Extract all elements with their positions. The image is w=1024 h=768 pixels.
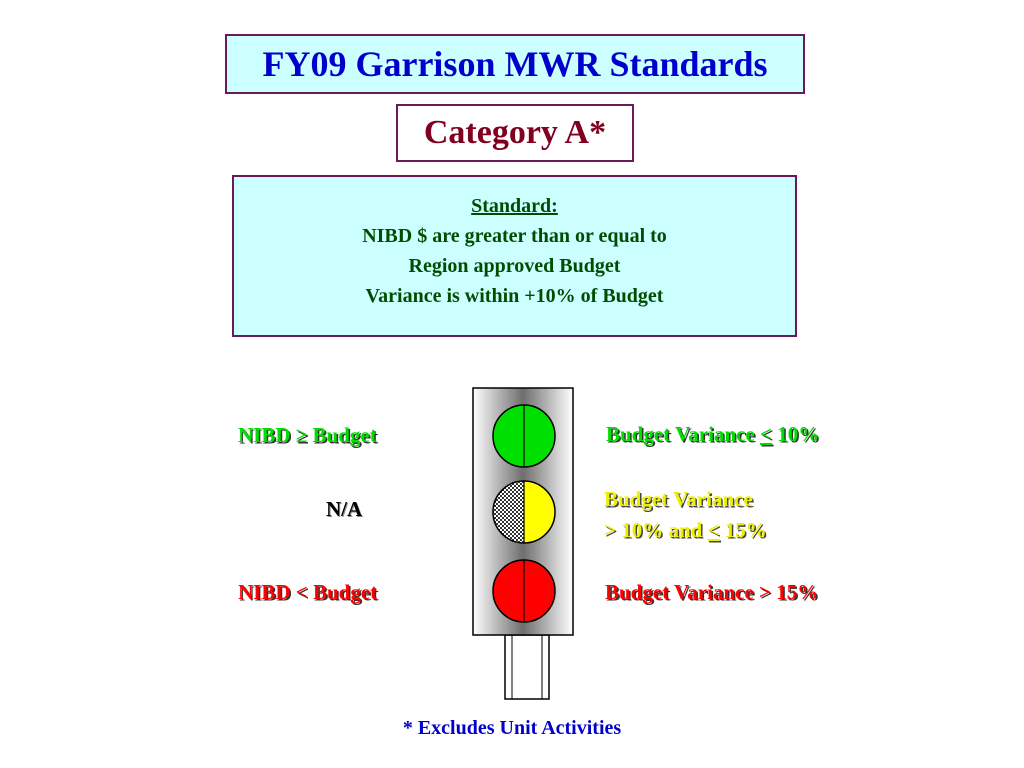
right-label-green-prefix: Budget Variance — [606, 422, 761, 446]
right-label-green-suffix: 10% — [771, 422, 820, 446]
right-label-yellow-line2: > 10% and < 15% — [604, 515, 767, 546]
right-label-yellow-line2-prefix: > 10% and — [604, 518, 708, 542]
category-box: Category A* — [396, 104, 634, 162]
right-label-green-symbol: < — [760, 422, 772, 446]
right-label-yellow: Budget Variance > 10% and < 15% — [604, 484, 767, 546]
standard-box: Standard: NIBD $ are greater than or equ… — [232, 175, 797, 337]
title-box: FY09 Garrison MWR Standards — [225, 34, 805, 94]
page-title: FY09 Garrison MWR Standards — [262, 44, 768, 84]
standard-line-2: Region approved Budget — [408, 255, 621, 277]
left-label-green: NIBD ≥ Budget — [238, 423, 377, 447]
standard-heading: Standard: — [471, 195, 558, 217]
traffic-light-pole — [504, 634, 550, 700]
standard-line-3: Variance is within +10% of Budget — [365, 285, 664, 307]
right-label-yellow-line2-suffix: 15% — [719, 518, 767, 542]
standard-line-1: NIBD $ are greater than or equal to — [362, 225, 667, 247]
green-light-icon — [492, 404, 556, 468]
category-label: Category A* — [423, 114, 607, 151]
footnote: * Excludes Unit Activities — [402, 717, 622, 739]
yellow-light-icon — [492, 480, 556, 544]
right-label-yellow-line2-symbol: < — [707, 518, 720, 542]
right-label-red: Budget Variance > 15% — [605, 580, 819, 604]
left-label-red: NIBD < Budget — [238, 580, 378, 604]
left-label-yellow: N/A — [326, 497, 363, 521]
right-label-yellow-line1: Budget Variance — [604, 487, 753, 511]
traffic-light — [472, 387, 574, 700]
right-label-green: Budget Variance < 10% — [606, 422, 819, 447]
red-light-icon — [492, 559, 556, 623]
